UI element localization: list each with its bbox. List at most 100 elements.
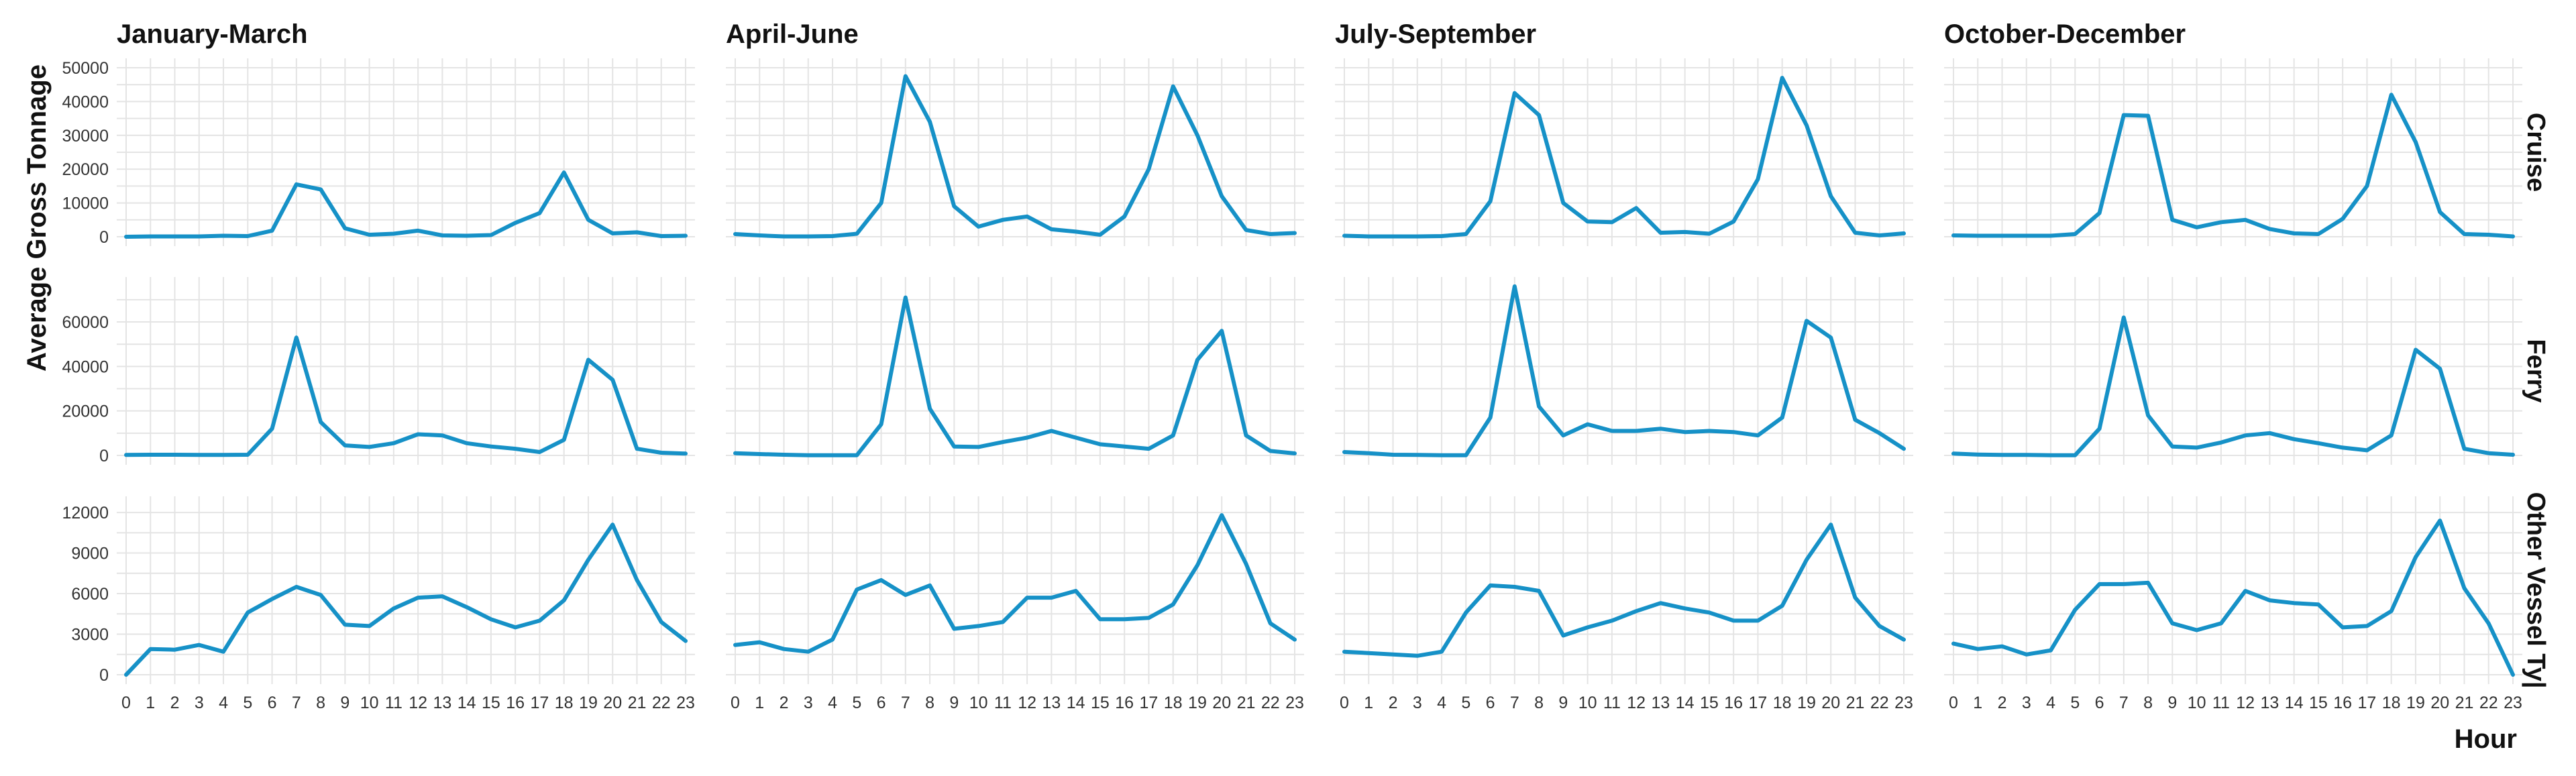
x-tick-label: 23 [676,694,695,712]
x-tick-label: 8 [316,694,325,712]
x-tick-label: 20 [1212,694,1231,712]
x-tick-label: 6 [877,694,886,712]
x-tick-label: 7 [901,694,910,712]
x-tick-label: 11 [1603,694,1621,712]
series-line-cruise-january-march [124,170,688,239]
y-tick-label: 6000 [71,585,109,604]
x-tick-label: 17 [531,694,549,712]
x-tick-label: 10 [360,694,379,712]
x-tick-label: 12 [2236,694,2255,712]
x-tick-label: 18 [2382,694,2401,712]
x-tick-label: 23 [1894,694,1913,712]
y-tick-label: 10000 [62,195,109,213]
series-line-ferry-july-september [1342,284,1906,457]
x-tick-label: 21 [2455,694,2474,712]
x-tick-label: 13 [2260,694,2279,712]
series-line-ferry-january-march [124,335,688,457]
x-tick-label: 19 [2406,694,2425,712]
x-tick-label: 11 [994,694,1012,712]
column-title-october-december: October-December [1944,19,2186,49]
x-tick-label: 2 [780,694,789,712]
x-tick-label: 0 [731,694,740,712]
x-tick-label: 5 [243,694,252,712]
x-tick-label: 17 [1749,694,1768,712]
x-tick-label: 11 [385,694,402,712]
x-tick-label: 15 [1091,694,1110,712]
x-tick-label: 6 [268,694,277,712]
x-tick-label: 1 [1364,694,1373,712]
x-tick-label: 13 [433,694,451,712]
x-tick-label: 1 [146,694,155,712]
y-tick-label: 0 [99,228,109,247]
x-tick-label: 17 [2358,694,2377,712]
row-label-ferry: Ferry [2522,339,2550,402]
y-tick-label: 9000 [71,545,109,563]
x-tick-label: 4 [828,694,837,712]
x-tick-label: 17 [1140,694,1159,712]
x-tick-label: 13 [1042,694,1061,712]
x-tick-label: 0 [1949,694,1958,712]
x-tick-label: 3 [804,694,813,712]
y-tick-label: 12000 [62,504,109,522]
y-tick-label: 0 [99,447,109,465]
y-tick-label: 30000 [62,127,109,146]
y-tick-label: 50000 [62,59,109,78]
row-label-other-vessel-ty: Other Vessel Ty| [2522,492,2550,689]
series-line-other-vessel-ty-july-september [1342,522,1906,658]
x-tick-label: 13 [1651,694,1670,712]
x-tick-label: 9 [340,694,350,712]
row-label-cruise: Cruise [2522,113,2550,192]
x-tick-label: 0 [1340,694,1349,712]
y-tick-label: 0 [99,666,109,685]
y-tick-label: 3000 [71,626,109,645]
x-tick-label: 15 [2309,694,2328,712]
x-tick-label: 23 [2504,694,2522,712]
x-tick-label: 8 [925,694,934,712]
x-tick-label: 6 [2095,694,2104,712]
x-tick-label: 16 [506,694,525,712]
x-tick-label: 2 [1389,694,1398,712]
series-line-other-vessel-ty-january-march [124,522,688,677]
x-tick-label: 21 [1846,694,1865,712]
x-tick-label: 19 [1188,694,1207,712]
x-tick-label: 20 [2430,694,2449,712]
series-line-other-vessel-ty-october-december [1951,518,2515,677]
y-tick-label: 20000 [62,402,109,421]
x-tick-label: 14 [1676,694,1695,712]
series-line-cruise-july-september [1342,76,1906,239]
x-tick-label: 12 [409,694,427,712]
y-tick-label: 20000 [62,160,109,179]
x-tick-label: 10 [2188,694,2206,712]
x-tick-label: 4 [2046,694,2055,712]
x-tick-label: 11 [2212,694,2230,712]
x-tick-label: 21 [628,694,647,712]
x-tick-label: 12 [1627,694,1646,712]
y-tick-label: 40000 [62,357,109,376]
x-tick-label: 2 [1998,694,2007,712]
x-tick-label: 3 [1413,694,1422,712]
y-tick-label: 60000 [62,313,109,332]
series-line-other-vessel-ty-april-june [733,513,1297,654]
x-tick-label: 7 [1510,694,1519,712]
y-axis-title: Average Gross Tonnage [22,64,52,372]
x-tick-label: 18 [1164,694,1183,712]
x-tick-label: 19 [1797,694,1816,712]
series-line-cruise-october-december [1951,93,2515,239]
x-tick-label: 5 [852,694,861,712]
x-tick-label: 20 [1821,694,1840,712]
x-tick-label: 5 [2070,694,2080,712]
x-tick-label: 3 [2022,694,2031,712]
x-tick-label: 23 [1285,694,1304,712]
x-tick-label: 19 [579,694,598,712]
x-tick-label: 6 [1486,694,1495,712]
x-tick-label: 1 [1973,694,1982,712]
x-tick-label: 9 [2167,694,2177,712]
x-tick-label: 7 [292,694,301,712]
series-line-ferry-april-june [733,295,1297,457]
x-tick-label: 16 [1724,694,1743,712]
column-title-july-september: July-September [1335,19,1536,49]
x-tick-label: 4 [219,694,228,712]
y-tick-label: 40000 [62,93,109,111]
